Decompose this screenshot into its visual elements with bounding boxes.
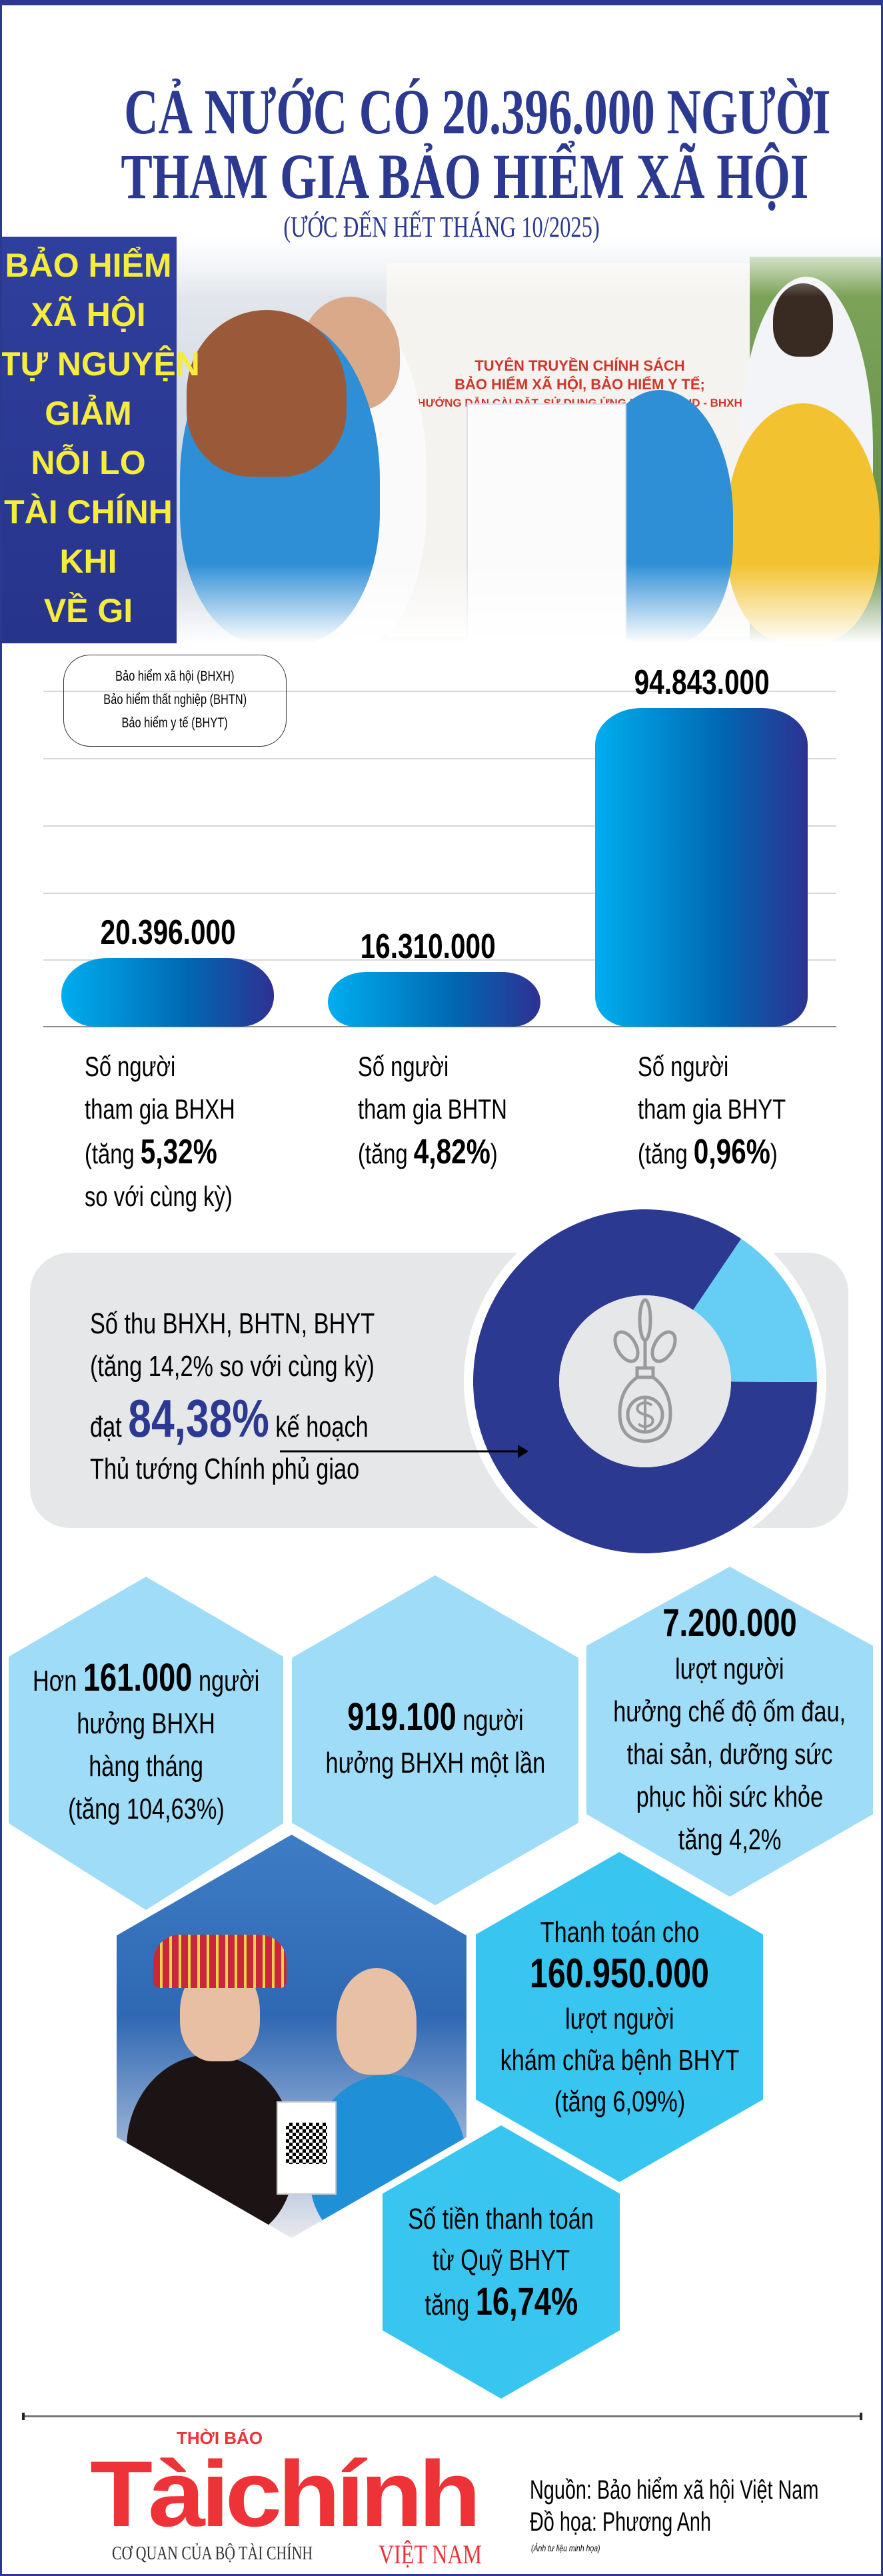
arrow-icon: [280, 1445, 528, 1458]
logo-sub-text: VIỆT NAM: [379, 2539, 482, 2569]
category-label-bhtn: Số người tham gia BHTN (tăng 4,82%): [358, 1051, 507, 1171]
stat-hex-one-time: 919.100 người hưởng BHXH một lần: [292, 1575, 578, 1905]
person-face: [337, 1968, 417, 2075]
photo-note: (Ảnh tư liệu minh họa): [531, 2543, 600, 2553]
divider-cap: [860, 2413, 862, 2420]
revenue-donut: [464, 1200, 826, 1563]
donut-remaining-segment: [693, 1239, 817, 1383]
legend-item: Bảo hiểm xã hội (BHXH): [115, 669, 235, 684]
gridline: [43, 691, 836, 692]
stat-hex-medical-visits: Thanh toán cho 160.950.000 lượt người kh…: [476, 1852, 763, 2182]
banner-sign: BẢO HIỂM XÃ HỘI TỰ NGUYỆN GIẢM NỖI LO TÀ…: [0, 237, 200, 643]
source-credit: Nguồn: Bảo hiểm xã hội Việt Nam: [530, 2475, 819, 2505]
achieved-percent: 84,38%: [128, 1389, 269, 1448]
bar-value-label: 20.396.000: [100, 913, 236, 953]
gridline: [43, 825, 836, 827]
qr-card: [277, 2101, 337, 2195]
logo-main-text: Tàichính: [90, 2441, 481, 2546]
graphics-credit: Đồ họa: Phương Anh: [530, 2507, 711, 2537]
page-title-line2: THAM GIA BẢO HIỂM XÃ HỘI: [121, 141, 809, 212]
baseline: [43, 1026, 836, 1027]
bar-value-label: 16.310.000: [360, 927, 496, 966]
revenue-line4: Thủ tướng Chính phủ giao: [90, 1453, 360, 1485]
footer-divider: [23, 2415, 861, 2417]
bar-bhxh: [61, 958, 274, 1027]
bar-bhyt: [595, 707, 808, 1027]
bar-bhtn: [328, 971, 540, 1027]
stat-hex-sickness-benefit: 7.200.000 lượt người hưởng chế độ ốm đau…: [586, 1567, 873, 1897]
person-woman-hair: [187, 310, 347, 477]
revenue-line3: đạt 84,38% kế hoạch: [90, 1389, 369, 1448]
legend-item: Bảo hiểm thất nghiệp (BHTN): [103, 692, 247, 707]
gridline: [43, 758, 836, 759]
legend-item: Bảo hiểm y tế (BHYT): [121, 715, 229, 731]
header-photo: TUYÊN TRUYỀN CHÍNH SÁCH BẢO HIỂM XÃ HỘI,…: [0, 237, 883, 643]
donut-achieved-segment: [472, 1209, 817, 1553]
page-subtitle: (ƯỚC ĐẾN HẾT THÁNG 10/2025): [283, 211, 600, 243]
stat-hex-fund-payment: Số tiền thanh toán từ Quỹ BHYT tăng 16,7…: [383, 2125, 620, 2399]
page-title-line1: CẢ NƯỚC CÓ 20.396.000 NGƯỜI: [124, 76, 831, 147]
person-ethnic-dress: [127, 2055, 293, 2238]
revenue-line2: (tăng 14,2% so với cùng kỳ): [90, 1350, 375, 1383]
category-label-bhxh: Số người tham gia BHXH (tăng 5,32% so vớ…: [85, 1051, 235, 1212]
category-label-bhyt: Số người tham gia BHYT (tăng 0,96%): [638, 1051, 786, 1171]
logo-top-text: THỜI BÁO: [177, 2428, 263, 2448]
headdress: [153, 1935, 287, 1988]
money-plant-icon: [613, 1298, 677, 1443]
revenue-line1: Số thu BHXH, BHTN, BHYT: [90, 1307, 375, 1340]
legend: Bảo hiểm xã hội (BHXH) Bảo hiểm thất ngh…: [63, 655, 287, 747]
bar-value-label: 94.843.000: [634, 663, 770, 702]
gridline: [43, 959, 836, 961]
stat-hex-monthly-pension: Hơn 161.000 người hưởng BHXH hàng tháng …: [9, 1577, 283, 1910]
gridline: [43, 893, 836, 894]
divider-cap: [22, 2413, 25, 2420]
logo-tagline: CƠ QUAN CỦA BỘ TÀI CHÍNH: [112, 2543, 313, 2564]
